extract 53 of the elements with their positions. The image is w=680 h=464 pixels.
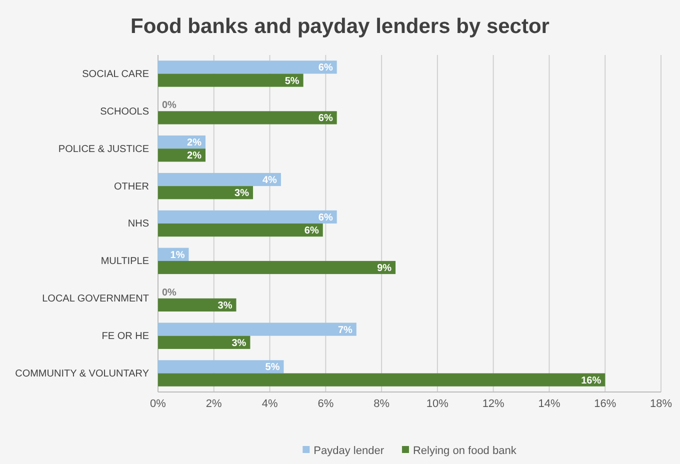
y-tick-label: MULTIPLE [100, 256, 150, 268]
bar [158, 60, 337, 74]
x-tick-label: 8% [374, 398, 390, 410]
data-label: 6% [318, 212, 333, 224]
bar [158, 172, 281, 186]
x-tick-label: 16% [594, 398, 616, 410]
data-label: 2% [187, 150, 202, 162]
data-label: 0% [162, 287, 177, 298]
x-tick-label: 12% [482, 398, 505, 410]
y-tick-label: OTHER [114, 181, 149, 192]
data-label: 3% [218, 300, 232, 312]
bar [158, 260, 396, 274]
x-tick-label: 4% [262, 398, 278, 410]
data-label: 6% [318, 62, 333, 74]
data-label: 4% [262, 175, 278, 186]
bar [158, 373, 606, 386]
data-label: 1% [170, 250, 185, 261]
x-tick-label: 18% [650, 398, 672, 410]
y-tick-label: COMMUNITY & VOLUNTARY [15, 368, 150, 380]
y-tick-label: SCHOOLS [100, 106, 150, 118]
y-tick-label: SOCIAL CARE [82, 68, 150, 80]
legend-label: Payday lender [314, 444, 384, 457]
x-tick-label: 0% [150, 398, 166, 410]
bar [158, 298, 236, 312]
data-label: 9% [377, 262, 392, 274]
x-tick-label: 14% [538, 398, 560, 410]
bar [158, 111, 337, 124]
data-label: 0% [162, 100, 177, 112]
bar [158, 186, 254, 200]
data-label: 2% [187, 138, 202, 149]
data-label: 3% [234, 188, 250, 200]
chart-title: Food banks and payday lenders by sector [130, 15, 550, 38]
data-label: 6% [318, 113, 333, 124]
data-label: 3% [232, 338, 246, 349]
bar [158, 74, 304, 87]
bar [158, 336, 250, 349]
data-label: 5% [284, 76, 300, 87]
bar [158, 360, 284, 374]
y-tick-label: LOCAL GOVERNMENT [42, 294, 149, 305]
x-tick-label: 2% [206, 398, 222, 410]
y-tick-label: NHS [128, 218, 150, 230]
data-label: 5% [265, 362, 280, 374]
x-tick-label: 10% [426, 398, 449, 410]
y-tick-label: FE OR HE [102, 331, 150, 342]
data-label: 6% [304, 226, 319, 237]
legend-label: Relying on food bank [412, 444, 517, 457]
bar [158, 322, 356, 336]
y-tick-label: POLICE & JUSTICE [58, 144, 150, 155]
data-label: 7% [338, 324, 353, 336]
data-label: 16% [581, 375, 602, 386]
bar [158, 210, 337, 224]
x-tick-label: 6% [318, 398, 334, 410]
bar [158, 224, 323, 237]
